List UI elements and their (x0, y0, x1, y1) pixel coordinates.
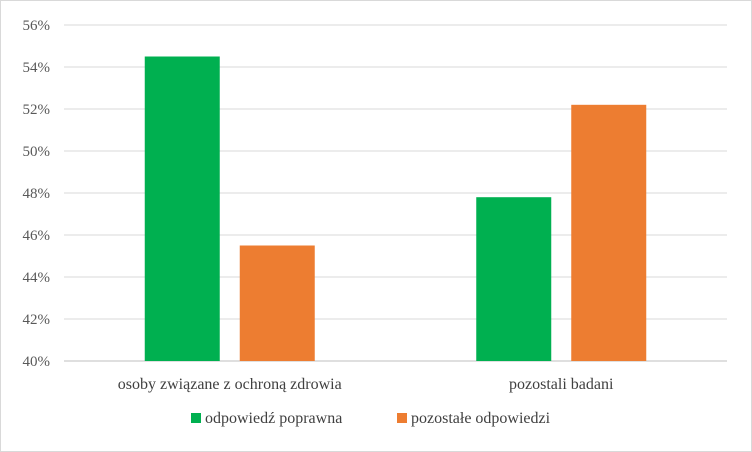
x-axis: osoby związane z ochroną zdrowia pozostal… (118, 376, 614, 393)
legend: odpowiedź poprawna pozostałe odpowiedzi (191, 410, 551, 427)
y-tick-label: 46% (23, 228, 51, 244)
x-category-label: osoby związane z ochroną zdrowia (118, 376, 342, 393)
y-tick-label: 44% (23, 270, 51, 286)
y-tick-label: 48% (23, 186, 51, 202)
bar-other-0 (239, 245, 315, 361)
y-tick-label: 54% (23, 60, 51, 76)
legend-label-1: pozostałe odpowiedzi (411, 410, 551, 427)
legend-swatch-0 (191, 413, 201, 423)
y-tick-label: 52% (23, 102, 51, 118)
y-tick-label: 42% (23, 312, 51, 328)
y-tick-label: 40% (23, 354, 51, 370)
bars (144, 56, 647, 362)
bar-correct-1 (476, 197, 552, 361)
bar-other-1 (571, 104, 647, 362)
y-tick-label: 56% (23, 18, 51, 34)
x-category-label: pozostali badani (509, 376, 614, 393)
y-tick-label: 50% (23, 144, 51, 160)
bar-correct-0 (144, 56, 220, 361)
legend-swatch-1 (397, 413, 407, 423)
legend-label-0: odpowiedź poprawna (205, 410, 342, 427)
y-axis-tick-labels: 40% 42% 44% 46% 48% 50% 52% 54% 56% (23, 18, 51, 370)
